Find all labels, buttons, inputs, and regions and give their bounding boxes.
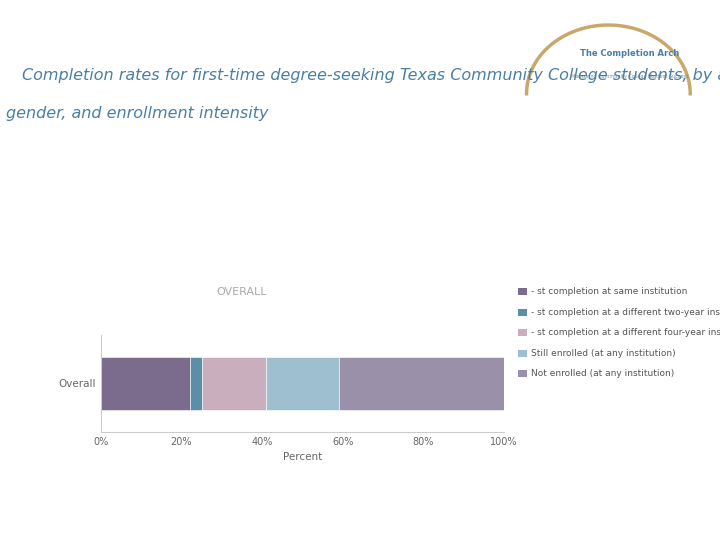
Text: gender, and enrollment intensity: gender, and enrollment intensity [6, 106, 268, 121]
Text: Not enrolled (at any institution): Not enrolled (at any institution) [531, 369, 675, 378]
Text: The Completion Arch: The Completion Arch [580, 49, 680, 58]
Text: Measuring Community College Student Success: Measuring Community College Student Succ… [571, 73, 689, 78]
Bar [202, 356, 266, 410]
Text: Still enrolled (at any institution): Still enrolled (at any institution) [531, 349, 676, 357]
Bar [266, 356, 338, 410]
Text: - st completion at same institution: - st completion at same institution [531, 287, 688, 296]
Bar [101, 356, 189, 410]
X-axis label: Percent: Percent [283, 453, 322, 462]
Text: OVERALL: OVERALL [217, 287, 267, 296]
Text: - st completion at a different four-year institution: - st completion at a different four-year… [531, 328, 720, 337]
Bar [189, 356, 202, 410]
Text: Completion rates for first-time degree-seeking Texas Community College students,: Completion rates for first-time degree-s… [22, 68, 720, 83]
Bar [338, 356, 504, 410]
Text: - st completion at a different two-year institution: - st completion at a different two-year … [531, 308, 720, 316]
